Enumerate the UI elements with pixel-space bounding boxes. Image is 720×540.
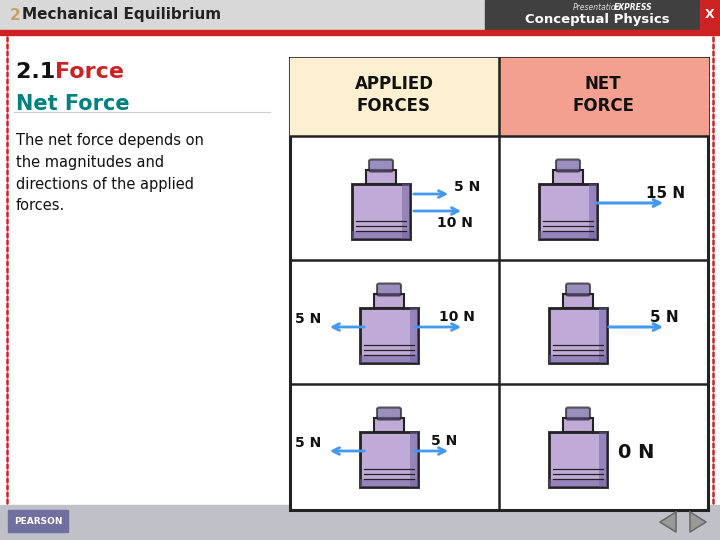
Polygon shape	[690, 512, 706, 532]
Bar	[0, 0, 720, 30]
FancyBboxPatch shape	[566, 284, 590, 295]
Text: 2: 2	[10, 8, 21, 23]
Bar	[539, 184, 597, 239]
Bar	[0, 505, 720, 540]
Text: Conceptual Physics: Conceptual Physics	[525, 14, 670, 26]
Bar	[549, 354, 607, 362]
Text: 5 N: 5 N	[454, 180, 480, 194]
Bar	[553, 170, 583, 184]
Text: 5 N: 5 N	[431, 434, 457, 448]
Text: 5 N: 5 N	[294, 312, 321, 326]
Text: X: X	[705, 9, 715, 22]
Bar	[360, 354, 418, 362]
Bar	[374, 417, 404, 431]
Text: 10 N: 10 N	[439, 310, 475, 324]
FancyBboxPatch shape	[566, 408, 590, 420]
Bar	[549, 307, 607, 362]
Text: 0 N: 0 N	[618, 443, 654, 462]
Text: Force: Force	[55, 62, 124, 82]
Bar	[352, 184, 410, 239]
FancyBboxPatch shape	[377, 284, 401, 295]
Bar	[374, 294, 404, 307]
FancyBboxPatch shape	[556, 159, 580, 172]
Bar	[0, 35, 720, 505]
Bar	[410, 431, 418, 487]
Bar	[499, 58, 708, 136]
Bar	[0, 30, 720, 35]
Text: 10 N: 10 N	[437, 216, 473, 230]
FancyBboxPatch shape	[369, 159, 393, 172]
Bar	[563, 417, 593, 431]
Bar	[360, 478, 418, 487]
Text: NET
FORCE: NET FORCE	[572, 75, 634, 116]
Text: Mechanical Equilibrium: Mechanical Equilibrium	[22, 8, 221, 23]
FancyBboxPatch shape	[377, 408, 401, 420]
Bar	[549, 431, 607, 487]
Polygon shape	[660, 512, 676, 532]
Bar	[290, 58, 708, 510]
Bar	[539, 231, 597, 239]
Text: 5 N: 5 N	[294, 436, 321, 450]
Bar	[410, 307, 418, 362]
Text: forces.: forces.	[16, 199, 66, 213]
Bar	[8, 510, 68, 532]
Bar	[700, 0, 720, 30]
Text: directions of the applied: directions of the applied	[16, 177, 194, 192]
Bar	[366, 170, 396, 184]
Bar	[360, 431, 418, 487]
Bar	[563, 294, 593, 307]
Text: 5 N: 5 N	[650, 309, 679, 325]
Bar	[599, 431, 607, 487]
Text: PEARSON: PEARSON	[14, 516, 62, 525]
Text: Presentation: Presentation	[573, 3, 621, 12]
Bar	[360, 307, 418, 362]
Text: 2.1: 2.1	[16, 62, 63, 82]
Bar	[599, 307, 607, 362]
Text: Net Force: Net Force	[16, 94, 130, 114]
Text: The net force depends on: The net force depends on	[16, 132, 204, 147]
Text: the magnitudes and: the magnitudes and	[16, 154, 164, 170]
Bar	[549, 478, 607, 487]
Bar	[290, 58, 499, 136]
Bar	[352, 231, 410, 239]
Bar	[589, 184, 597, 239]
Bar	[402, 184, 410, 239]
Text: EXPRESS: EXPRESS	[613, 3, 652, 12]
Text: 15 N: 15 N	[646, 186, 685, 200]
Text: APPLIED
FORCES: APPLIED FORCES	[354, 75, 433, 116]
Bar	[485, 0, 710, 30]
